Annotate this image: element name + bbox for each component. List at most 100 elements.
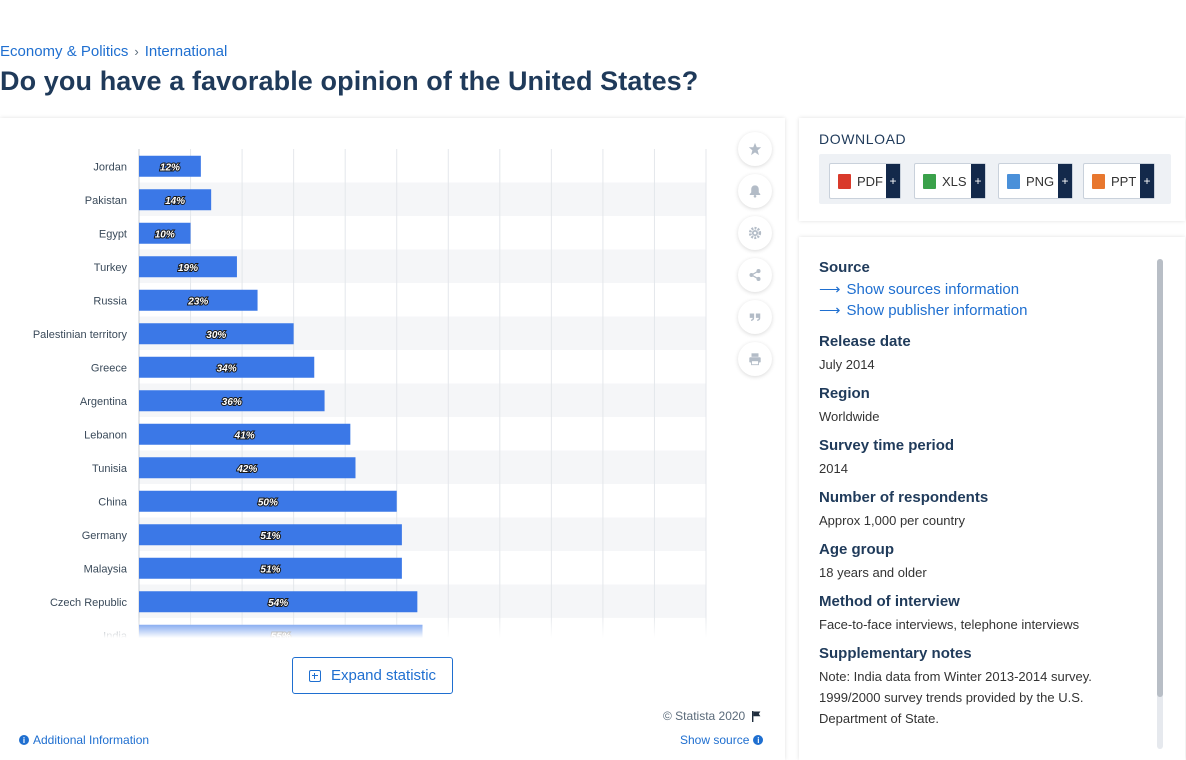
info-field-label: Number of respondents — [819, 489, 989, 506]
bar — [139, 256, 237, 278]
category-label: Russia — [93, 295, 128, 307]
info-field-label: Supplementary notes — [819, 645, 972, 662]
bar — [139, 189, 212, 211]
bar — [139, 289, 258, 311]
quote-icon[interactable] — [738, 300, 772, 334]
show-source-link[interactable]: Show source i — [680, 733, 764, 747]
page-title: Do you have a favorable opinion of the U… — [0, 66, 699, 96]
data-label: 50% — [258, 497, 278, 508]
download-card: DOWNLOAD PDF + XLS + PNG + PPT + — [799, 118, 1185, 221]
bar — [139, 155, 201, 177]
data-label: 10% — [155, 229, 175, 240]
bar — [139, 524, 402, 546]
data-label: 51% — [260, 531, 280, 542]
data-label: 23% — [187, 296, 208, 307]
bar-chart: Jordan 12% Pakistan 14% Egypt 10% Turkey 19% Rus… — [0, 149, 730, 638]
bar — [139, 591, 418, 613]
info-field-label: Age group — [819, 541, 894, 558]
expand-statistic-button[interactable]: Expand statistic — [292, 657, 453, 694]
info-field-label: Region — [819, 385, 870, 402]
download-xls-button[interactable]: XLS + — [914, 163, 986, 199]
info-field-label: Survey time period — [819, 437, 955, 454]
data-label: 42% — [236, 464, 257, 475]
category-label: Argentina — [80, 396, 128, 408]
info-fields: Release date July 2014 Region Worldwide Surv… — [819, 333, 1149, 729]
xls-file-icon — [923, 173, 936, 189]
bar — [139, 457, 356, 479]
download-ppt-button[interactable]: PPT + — [1083, 163, 1155, 199]
info-icon: i — [753, 735, 764, 745]
category-label: Germany — [82, 530, 128, 542]
category-label: Malaysia — [84, 563, 128, 575]
info-field-label: Release date — [819, 333, 911, 350]
info-field-value: July 2014 — [819, 357, 875, 372]
category-label: Pakistan — [85, 195, 127, 207]
breadcrumb-item-economy-politics[interactable]: Economy & Politics — [0, 43, 129, 60]
bar — [139, 557, 402, 579]
statistic-details-card: Source ⟶ Show sources information ⟶ Show… — [799, 237, 1185, 760]
data-label: 36% — [222, 397, 242, 408]
breadcrumb-item-international[interactable]: International — [144, 43, 228, 60]
plus-icon: + — [886, 164, 900, 198]
download-png-button[interactable]: PNG + — [998, 163, 1073, 199]
bell-icon[interactable] — [738, 174, 772, 208]
pdf-file-icon — [838, 173, 851, 189]
category-label: Czech Republic — [50, 597, 128, 609]
bar — [139, 390, 325, 412]
chart-toolbar — [738, 132, 772, 376]
expand-icon — [308, 669, 321, 682]
data-label: 54% — [268, 598, 288, 609]
print-icon[interactable] — [738, 342, 772, 376]
info-icon: i — [19, 735, 29, 745]
bar — [139, 490, 397, 512]
download-ppt-label: PPT — [1111, 173, 1137, 189]
plus-icon: + — [971, 164, 985, 198]
category-label: China — [98, 496, 128, 508]
info-field-value: Face-to-face interviews, telephone inter… — [819, 617, 1080, 632]
arrow-right-icon: ⟶ — [819, 281, 841, 298]
copyright-text: © Statista 2020 — [663, 709, 746, 723]
download-pdf-button[interactable]: PDF + — [829, 163, 901, 199]
ppt-file-icon — [1092, 173, 1105, 189]
chart-card: Jordan 12% Pakistan 14% Egypt 10% Turkey 19% Rus… — [0, 118, 785, 760]
copyright: © Statista 2020 — [663, 709, 763, 723]
expand-statistic-label: Expand statistic — [330, 667, 437, 684]
flag-icon[interactable] — [751, 710, 763, 722]
download-xls-label: XLS — [942, 173, 967, 189]
download-pdf-label: PDF — [857, 173, 883, 189]
show-source-label: Show source — [680, 733, 750, 747]
details-scrollbar[interactable] — [1157, 259, 1163, 749]
info-field-value: 18 years and older — [819, 565, 927, 580]
category-label: Turkey — [94, 262, 128, 274]
data-label: 51% — [260, 564, 280, 575]
breadcrumb-separator: › — [134, 44, 139, 59]
show-sources-link[interactable]: ⟶ Show sources information — [819, 280, 1149, 299]
show-publisher-link[interactable]: ⟶ Show publisher information — [819, 301, 1149, 320]
data-label: 12% — [160, 162, 180, 173]
info-field-value: Approx 1,000 per country — [819, 513, 965, 528]
plus-icon: + — [1058, 164, 1072, 198]
category-label: Palestinian territory — [33, 329, 128, 341]
bar — [139, 423, 351, 445]
data-label: 14% — [165, 196, 185, 207]
info-field-label: Method of interview — [819, 593, 960, 610]
gear-icon[interactable] — [738, 216, 772, 250]
category-label: Greece — [91, 362, 127, 374]
chart-fade-overlay — [0, 616, 730, 638]
bar — [139, 356, 315, 378]
data-label: 19% — [178, 263, 198, 274]
category-label: Tunisia — [92, 463, 128, 475]
additional-information-link[interactable]: i Additional Information — [19, 733, 149, 747]
info-field-value: Note: India data from Winter 2013-2014 s… — [819, 669, 1092, 726]
bar — [139, 323, 294, 345]
scrollbar-thumb[interactable] — [1157, 259, 1163, 697]
row-band — [139, 182, 706, 216]
star-icon[interactable] — [738, 132, 772, 166]
info-field-value: 2014 — [819, 461, 848, 476]
source-label: Source — [819, 259, 870, 276]
bar — [139, 222, 191, 244]
show-publisher-label: Show publisher information — [846, 301, 1028, 319]
show-sources-label: Show sources information — [846, 280, 1020, 298]
share-icon[interactable] — [738, 258, 772, 292]
